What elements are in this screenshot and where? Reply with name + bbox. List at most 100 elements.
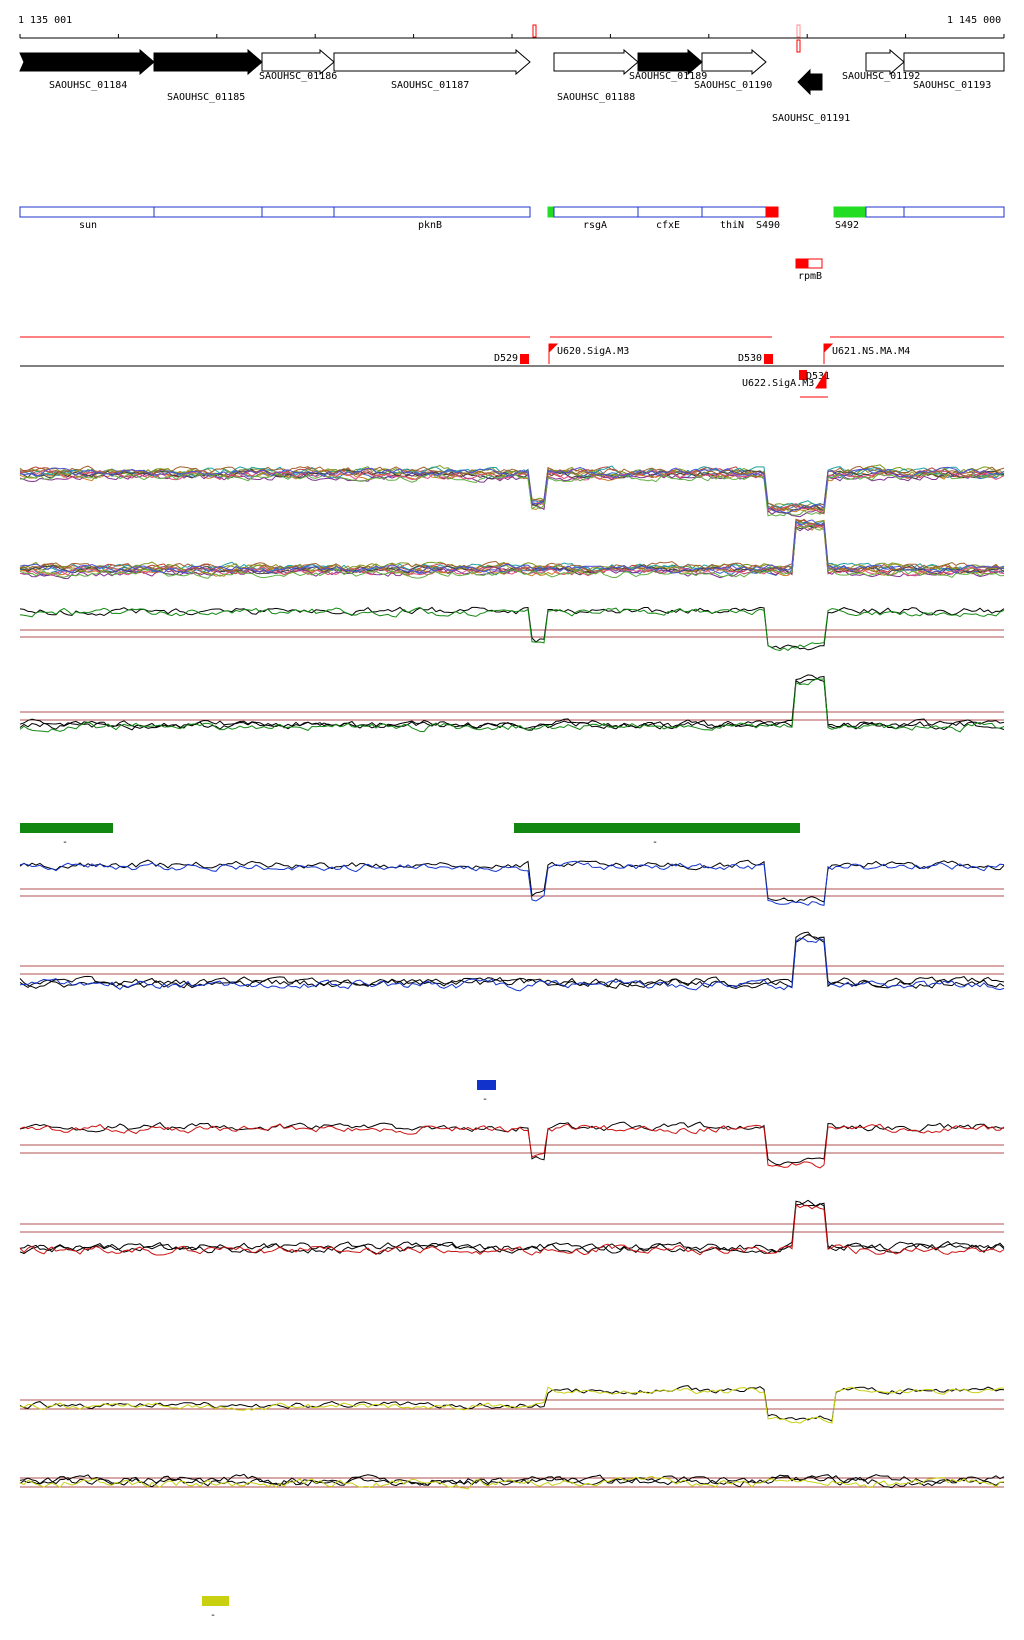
profile-trace xyxy=(19,519,1005,574)
promoter-label: U621.NS.MA.M4 xyxy=(832,346,910,357)
annotation-box[interactable] xyxy=(153,206,263,218)
profile-trace xyxy=(19,674,1005,730)
annotation-track: sun pknB rsgA cfxE thiN S490 S492 rpmB xyxy=(19,206,1005,282)
condition-bar-yellow[interactable] xyxy=(202,1596,229,1606)
profile-trace xyxy=(19,606,1005,652)
promoter-mark[interactable] xyxy=(815,370,827,389)
profile-trace xyxy=(19,471,1005,518)
annotation-label: pknB xyxy=(418,220,442,231)
annotation-box[interactable] xyxy=(637,206,703,218)
profile-trace xyxy=(19,1123,1005,1169)
annotation-box-highlight[interactable] xyxy=(765,206,779,218)
promoter-mark[interactable] xyxy=(520,354,529,364)
annotation-box[interactable] xyxy=(261,206,335,218)
profile-panel-yellow-top xyxy=(19,1385,1005,1424)
condition-bar-marker: - xyxy=(482,1094,488,1105)
profile-panel-yellow-bottom xyxy=(19,1473,1005,1490)
gene-label: SAOUHSC_01184 xyxy=(49,80,127,91)
gene-arrow[interactable] xyxy=(333,48,531,76)
gene-label: SAOUHSC_01189 xyxy=(629,71,707,82)
profile-panel-red-bottom xyxy=(19,1199,1005,1256)
profile-trace xyxy=(19,523,1005,577)
condition-bar-blue[interactable] xyxy=(477,1080,496,1090)
annotation-box-highlight[interactable] xyxy=(833,206,867,218)
profile-trace xyxy=(19,524,1005,579)
gene-arrow[interactable] xyxy=(865,48,905,76)
profile-trace xyxy=(19,860,1005,907)
small-gene-box[interactable] xyxy=(795,258,809,269)
condition-bar-marker: - xyxy=(652,837,658,848)
promoter-label: D529 xyxy=(494,353,518,364)
profile-trace xyxy=(19,678,1005,733)
profile-trace xyxy=(19,467,1005,512)
profile-panel-all-top xyxy=(19,464,1005,518)
gene-arrow[interactable] xyxy=(19,48,155,76)
gene-arrow[interactable] xyxy=(701,48,767,76)
promoter-label: D530 xyxy=(738,353,762,364)
annotation-box[interactable] xyxy=(701,206,767,218)
gene-arrow[interactable] xyxy=(797,68,823,96)
gene-label: SAOUHSC_01190 xyxy=(694,80,772,91)
profile-panel-green-bottom xyxy=(19,674,1005,733)
regulatory-track: D529 U620.SigA.M3 D530 U621.NS.MA.M4 D53… xyxy=(20,336,1004,398)
annotation-box[interactable] xyxy=(19,206,155,218)
profile-trace xyxy=(19,472,1005,517)
annotation-box-highlight[interactable] xyxy=(547,206,555,218)
promoter-mark[interactable] xyxy=(548,343,559,364)
condition-bars: - - - - xyxy=(20,823,800,1621)
gene-label: SAOUHSC_01193 xyxy=(913,80,991,91)
annotation-label: S492 xyxy=(835,220,859,231)
promoter-mark[interactable] xyxy=(764,354,773,364)
end-coordinate: 1 145 000 xyxy=(947,15,1001,26)
profile-trace xyxy=(19,1473,1005,1486)
profile-trace xyxy=(19,1475,1005,1490)
annotation-label: thiN xyxy=(720,220,744,231)
annotation-box[interactable] xyxy=(333,206,531,218)
ruler-marker xyxy=(532,24,537,38)
ruler-ticks xyxy=(19,34,1005,38)
condition-bar-marker: - xyxy=(62,837,68,848)
annotation-box[interactable] xyxy=(903,206,1005,218)
promoter-label: U622.SigA.M3 xyxy=(742,378,814,389)
promoter-label: U620.SigA.M3 xyxy=(557,346,629,357)
promoter-mark[interactable] xyxy=(823,343,834,364)
promoter-mark[interactable] xyxy=(799,370,807,380)
profile-trace xyxy=(19,465,1005,511)
gene-arrow[interactable] xyxy=(553,48,639,76)
profile-panel-red-top xyxy=(19,1121,1005,1169)
gene-label: SAOUHSC_01187 xyxy=(391,80,469,91)
condition-bar-green[interactable] xyxy=(20,823,113,833)
ruler-marker xyxy=(796,39,801,53)
profile-trace xyxy=(19,466,1005,514)
annotation-label: rsgA xyxy=(583,220,607,231)
profile-trace xyxy=(19,1386,1005,1424)
profile-panel-green-top xyxy=(19,606,1005,652)
profile-trace xyxy=(19,1199,1005,1255)
profile-trace xyxy=(19,524,1005,576)
promoter-label: D531 xyxy=(806,371,830,382)
small-gene-label: rpmB xyxy=(798,271,822,282)
profile-panel-blue-bottom xyxy=(19,931,1005,992)
annotation-label: cfxE xyxy=(656,220,680,231)
gene-arrow[interactable] xyxy=(261,48,335,76)
gene-arrow[interactable] xyxy=(903,52,1005,72)
profile-trace xyxy=(19,933,1005,989)
profile-trace xyxy=(19,1385,1005,1422)
profile-trace xyxy=(19,937,1005,992)
small-gene-box[interactable] xyxy=(807,258,823,269)
condition-bar-green[interactable] xyxy=(514,823,800,833)
ruler-marker xyxy=(796,24,801,38)
profile-trace xyxy=(19,931,1005,990)
annotation-label: S490 xyxy=(756,220,780,231)
profile-trace xyxy=(19,468,1005,514)
annotation-box[interactable] xyxy=(553,206,639,218)
profile-trace xyxy=(19,519,1005,573)
annotation-box[interactable] xyxy=(865,206,905,218)
profile-panel-blue-top xyxy=(19,859,1005,907)
gene-label: SAOUHSC_01186 xyxy=(259,71,337,82)
gene-arrow[interactable] xyxy=(637,48,703,76)
gene-arrow[interactable] xyxy=(153,48,263,76)
gene-label: SAOUHSC_01192 xyxy=(842,71,920,82)
profile-trace xyxy=(19,675,1005,731)
